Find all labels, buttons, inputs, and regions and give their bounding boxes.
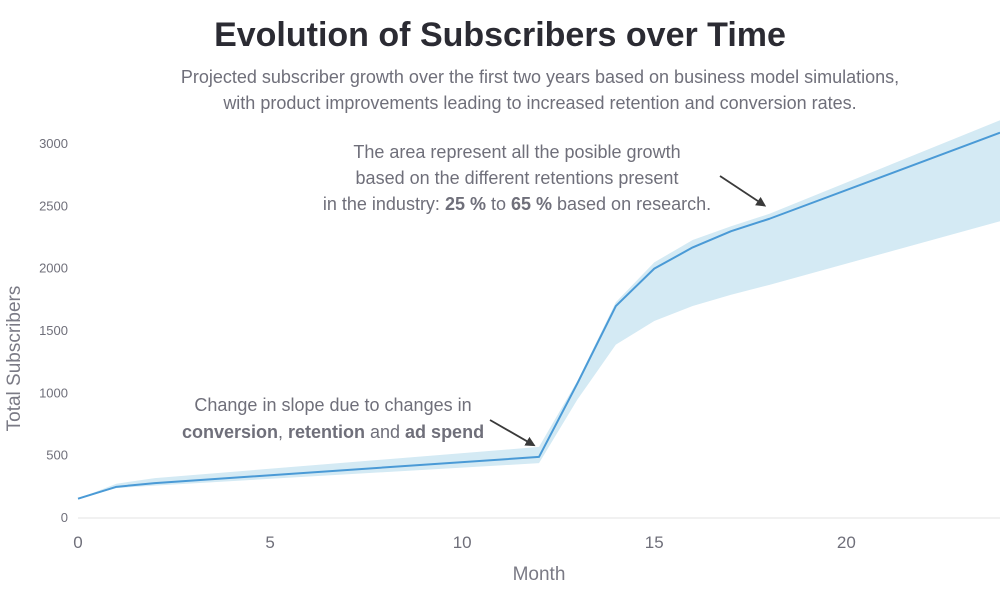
annotation-text: Change in slope due to changes in	[194, 395, 471, 415]
y-axis-title: Total Subscribers	[4, 286, 25, 432]
slope-note-line: Change in slope due to changes in	[194, 395, 471, 415]
annotation-text: and	[365, 422, 405, 442]
x-axis-title: Month	[513, 564, 566, 585]
y-tick-label: 2500	[39, 198, 68, 213]
y-tick-label: 1500	[39, 323, 68, 338]
annotation-text: to	[486, 194, 511, 214]
annotation-text: ,	[278, 422, 288, 442]
subtitle-line-2: with product improvements leading to inc…	[223, 93, 857, 113]
x-tick-label: 10	[453, 533, 472, 552]
series-line-layer	[77, 131, 1000, 500]
annotation-text: based on research.	[552, 194, 711, 214]
annotation-text: The area represent all the posible growt…	[353, 142, 680, 162]
y-tick-label: 500	[46, 448, 68, 463]
y-tick-label: 1000	[39, 385, 68, 400]
annotation-text: based on the different retentions presen…	[356, 168, 679, 188]
x-tick-label: 20	[837, 533, 856, 552]
x-tick-label: 15	[645, 533, 664, 552]
annotation-bold-text: 65 %	[511, 194, 552, 214]
area-note-line: in the industry: 25 % to 65 % based on r…	[323, 194, 711, 214]
y-tick-label: 2000	[39, 261, 68, 276]
subtitle-line-1: Projected subscriber growth over the fir…	[180, 67, 900, 87]
area-note: The area represent all the posible growt…	[323, 142, 767, 214]
x-tick-label: 0	[73, 533, 82, 552]
annotation-bold-text: retention	[288, 422, 365, 442]
area-note-line: The area represent all the posible growt…	[353, 142, 680, 162]
y-tick-label: 3000	[39, 136, 68, 151]
area-note-line: based on the different retentions presen…	[356, 168, 679, 188]
growth-band-layer	[78, 120, 1000, 499]
annotation-bold-text: ad spend	[405, 422, 484, 442]
slope-note-arrow	[489, 419, 536, 447]
growth-band-area	[78, 120, 1000, 499]
x-tick-label: 5	[265, 533, 274, 552]
annotation-bold-text: 25 %	[445, 194, 486, 214]
chart-title: Evolution of Subscribers over Time	[214, 16, 786, 54]
slope-note: Change in slope due to changes in convers…	[182, 395, 536, 447]
annotations-layer: The area represent all the posible growt…	[182, 142, 767, 447]
annotation-bold-text: conversion	[182, 422, 278, 442]
slope-note-line: conversion, retention and ad spend	[182, 422, 484, 442]
y-tick-label: 0	[61, 510, 68, 525]
axes-layer: 0 500 1000 1500 2000 2500 3000 0 5 10 15 20 Month Tot…	[4, 136, 1000, 585]
subscribers-series-line	[77, 131, 1000, 500]
chart-subtitle: Projected subscriber growth over the fir…	[70, 64, 1000, 116]
annotation-text: in the industry:	[323, 194, 445, 214]
area-note-arrow	[719, 175, 767, 207]
